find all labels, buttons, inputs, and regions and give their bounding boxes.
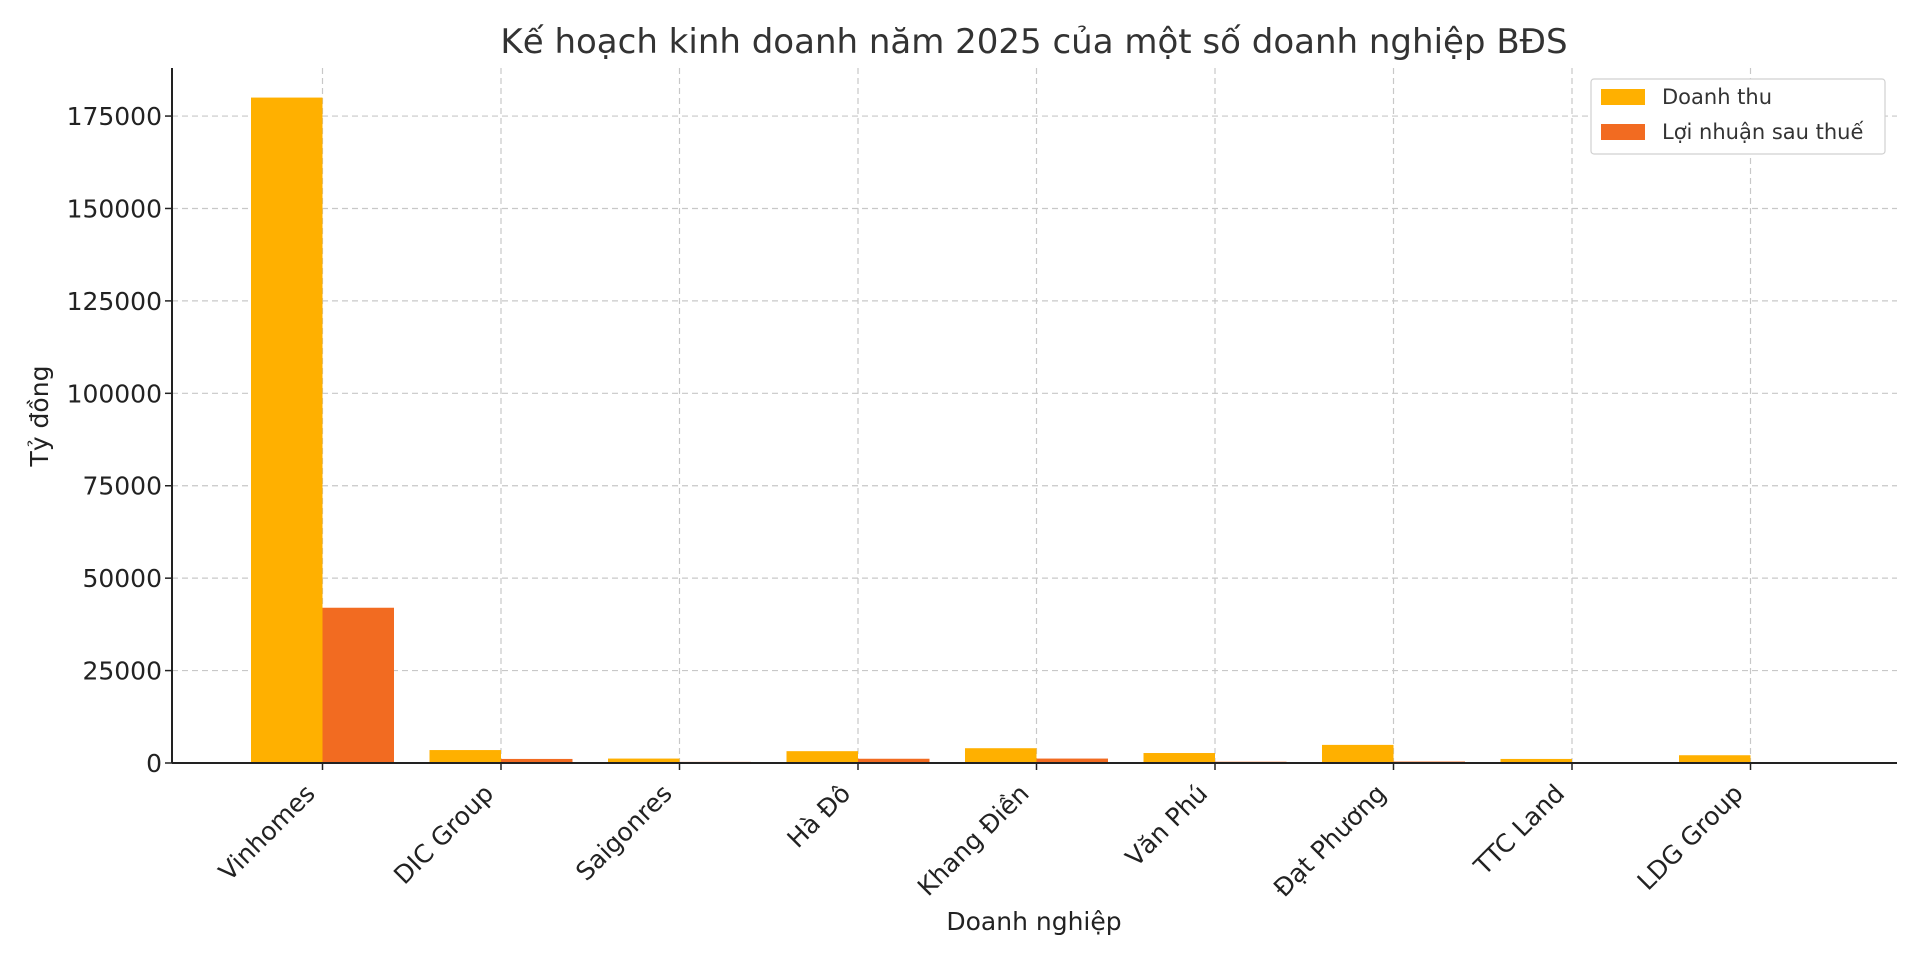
bar-profit xyxy=(501,758,573,763)
legend-swatch-profit xyxy=(1601,124,1645,140)
bar-profit xyxy=(858,758,930,763)
y-tick-label: 175000 xyxy=(67,102,162,131)
x-tick-label: Saigonres xyxy=(570,779,678,887)
y-tick-labels: 0 25000 50000 75000 100000 125000 150000 175000 xyxy=(67,102,162,778)
x-tick-label: TTC Land xyxy=(1468,779,1571,882)
bar-revenue xyxy=(1500,758,1572,763)
y-tick-label: 75000 xyxy=(82,472,162,501)
bar-revenue xyxy=(786,751,858,763)
x-tick-label: Vinhomes xyxy=(213,779,321,887)
y-tick-label: 25000 xyxy=(82,657,162,686)
bar-revenue xyxy=(965,748,1037,763)
bar-profit xyxy=(322,607,394,763)
bar-revenue xyxy=(608,758,680,763)
legend-frame xyxy=(1590,78,1886,155)
bar-revenue xyxy=(429,750,501,763)
y-tick-label: 50000 xyxy=(82,564,162,593)
x-tick-label: Hà Đô xyxy=(781,779,856,854)
y-tick-label: 150000 xyxy=(67,194,162,223)
chart-title: Kế hoạch kinh doanh năm 2025 của một số … xyxy=(500,22,1567,62)
bar-revenue xyxy=(1322,744,1394,763)
bar-revenue xyxy=(1143,753,1215,763)
x-tick-labels: Vinhomes DIC Group Saigonres Hà Đô Khang Điề… xyxy=(213,779,1749,903)
bar-revenue xyxy=(251,97,323,764)
legend-swatch-revenue xyxy=(1601,89,1645,105)
y-tick-label: 100000 xyxy=(67,379,162,408)
legend-label-revenue: Doanh thu xyxy=(1662,85,1772,109)
x-tick-label: Đạt Phương xyxy=(1268,779,1392,903)
x-tick-label: Văn Phú xyxy=(1120,779,1213,872)
y-tick-label: 125000 xyxy=(67,287,162,316)
bar-revenue xyxy=(1679,755,1751,763)
grid-lines xyxy=(172,68,1897,763)
axes xyxy=(165,68,1897,770)
x-tick-label: DIC Group xyxy=(388,779,499,890)
x-axis-label: Doanh nghiệp xyxy=(946,907,1121,936)
x-tick-label: LDG Group xyxy=(1632,779,1749,896)
y-tick-label: 0 xyxy=(146,749,162,778)
legend-label-profit: Lợi nhuận sau thuế xyxy=(1662,120,1863,144)
y-axis-label: Tỷ đồng xyxy=(25,366,54,468)
bars xyxy=(251,97,1822,764)
bar-profit xyxy=(1036,758,1108,763)
legend: Doanh thu Lợi nhuận sau thuế xyxy=(1590,78,1886,155)
x-tick-label: Khang Điền xyxy=(912,779,1035,902)
